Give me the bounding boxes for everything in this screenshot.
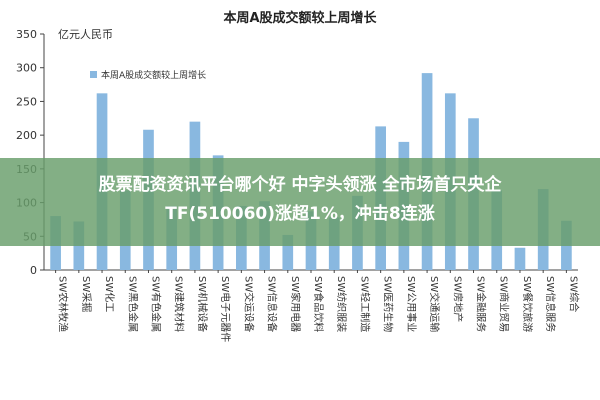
x-tick-label: SW商业贸易: [498, 276, 511, 332]
x-tick-label: SW农林牧渔: [57, 276, 70, 332]
x-tick-label: SW综合: [567, 276, 580, 312]
x-tick-label: SW房地产: [451, 276, 464, 322]
unit-label: 亿元人民币: [58, 28, 113, 41]
chart-title: 本周A股成交额较上周增长: [223, 10, 377, 26]
headline-banner[interactable]: 股票配资资讯平台哪个好 中字头领涨 全市场首只央企 TF(510060)涨超1%…: [0, 158, 600, 246]
x-tick-label: SW金融服务: [475, 276, 488, 332]
legend: 本周A股成交额较上周增长: [90, 69, 206, 81]
x-tick-label: SW机械设备: [196, 276, 209, 332]
x-tick-label: SW餐饮旅游: [521, 276, 534, 332]
y-tick-label: 200: [16, 129, 37, 142]
headline-line-1: 股票配资资讯平台哪个好 中字头领涨 全市场首只央企: [98, 175, 502, 195]
x-tick-label: SW交运设备: [242, 276, 255, 332]
x-tick-label: SW轻工制造: [358, 276, 371, 332]
x-tick-label: SW黑色金属: [126, 276, 139, 332]
x-tick-label: SW食品饮料: [312, 276, 325, 332]
y-tick-label: 250: [16, 95, 37, 108]
x-tick-label: SW电子元器件: [219, 276, 232, 342]
x-tick-label: SW信息服务: [544, 276, 557, 332]
x-tick-label: SW建筑材料: [173, 276, 186, 332]
x-tick-label: SW家用电器: [289, 276, 302, 332]
x-tick-label: SW公用事业: [405, 276, 418, 332]
x-tick-label: SW采掘: [80, 276, 93, 312]
x-tick-label: SW纺织服装: [335, 276, 348, 332]
x-tick-label: SW信息设备: [266, 276, 279, 332]
legend-label: 本周A股成交额较上周增长: [101, 69, 206, 81]
x-axis-labels: SW农林牧渔 SW采掘 SW化工 SW黑色金属 SW有色金属 SW建筑材料 SW机械设备 SW…: [55, 270, 580, 342]
headline-line-2: TF(510060)涨超1%，冲击8连涨: [165, 204, 435, 224]
x-tick-label: SW医药生物: [382, 276, 395, 332]
y-tick-label: 350: [16, 28, 37, 41]
x-tick-label: SW化工: [103, 276, 116, 312]
x-tick-label: SW有色金属: [149, 276, 162, 332]
x-tick-label: SW交通运输: [428, 276, 441, 332]
legend-swatch: [90, 71, 97, 78]
y-tick-label: 0: [30, 264, 37, 277]
y-tick-label: 300: [16, 62, 37, 75]
bar: [514, 247, 526, 270]
bar: [282, 234, 294, 270]
